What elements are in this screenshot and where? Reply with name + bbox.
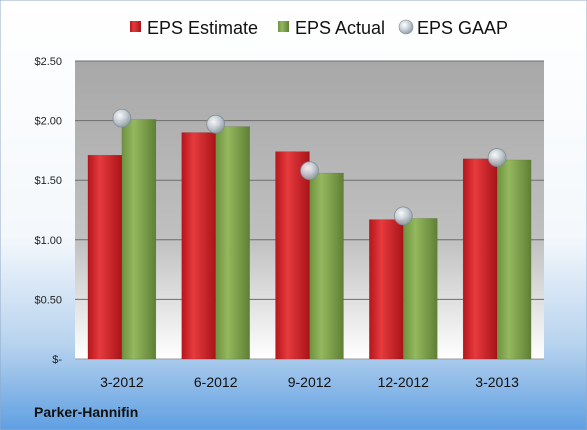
eps-actual-bar — [121, 119, 157, 360]
legend-estimate-swatch — [130, 21, 141, 32]
eps-estimate-bar — [181, 132, 216, 360]
bars — [87, 119, 532, 360]
x-tick-label: 3-2012 — [100, 374, 144, 390]
eps-gaap-marker — [206, 114, 226, 134]
eps-actual-bar — [496, 159, 532, 360]
eps-actual-bar — [215, 126, 250, 360]
eps-estimate-bar — [462, 158, 498, 360]
eps-gaap-marker — [112, 108, 132, 128]
y-tick-label: $2.00 — [34, 116, 62, 128]
y-tick-label: $0.50 — [34, 294, 62, 306]
legend: EPS Estimate EPS Actual EPS GAAP — [130, 18, 508, 38]
eps-estimate-bar — [87, 154, 123, 360]
legend-estimate-label: EPS Estimate — [147, 18, 258, 38]
x-tick-label: 12-2012 — [378, 374, 430, 390]
eps-estimate-bar — [275, 151, 310, 360]
y-tick-label: $- — [52, 354, 62, 366]
x-axis-ticks: 3-2012 6-2012 9-2012 12-2012 3-2013 — [100, 374, 519, 390]
legend-gaap-swatch — [398, 19, 414, 35]
y-tick-label: $1.00 — [34, 235, 62, 247]
company-name: Parker-Hannifin — [34, 404, 138, 420]
x-tick-label: 6-2012 — [194, 374, 238, 390]
eps-estimate-bar — [369, 219, 404, 360]
y-tick-label: $2.50 — [34, 56, 62, 68]
y-axis-ticks: $- $0.50 $1.00 $1.50 $2.00 $2.50 — [34, 56, 62, 366]
eps-gaap-marker — [487, 148, 507, 167]
legend-gaap-label: EPS GAAP — [417, 18, 508, 38]
y-tick-label: $1.50 — [34, 175, 62, 187]
x-tick-label: 3-2013 — [475, 374, 519, 390]
legend-actual-label: EPS Actual — [295, 18, 385, 38]
eps-actual-bar — [309, 172, 344, 360]
eps-gaap-marker — [393, 206, 413, 226]
gaap-markers — [112, 108, 507, 226]
x-tick-label: 9-2012 — [288, 374, 332, 390]
eps-actual-bar — [403, 218, 438, 360]
eps-gaap-marker — [300, 161, 319, 181]
legend-actual-swatch — [278, 21, 289, 32]
